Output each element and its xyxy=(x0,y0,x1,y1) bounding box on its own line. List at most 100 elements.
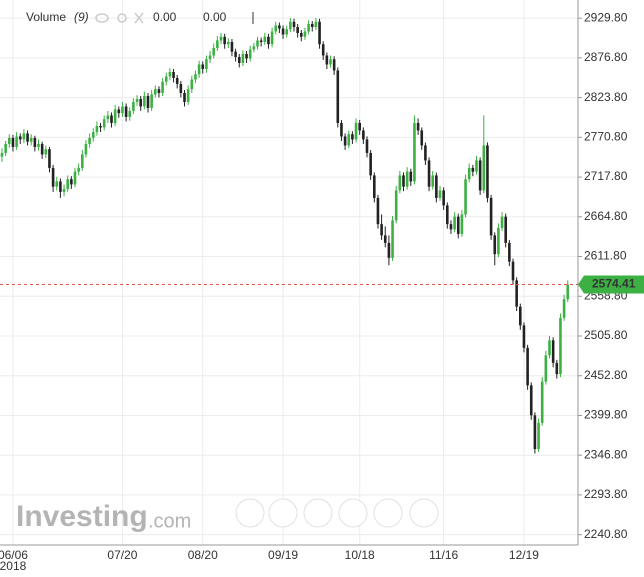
candle-body xyxy=(464,179,467,215)
candle-body xyxy=(387,242,391,258)
candle-body xyxy=(413,122,416,182)
y-tick-label: 2664.80 xyxy=(584,209,628,223)
candle-body xyxy=(508,242,511,262)
candle-body xyxy=(252,46,256,50)
candle-body xyxy=(486,145,489,198)
candle-body xyxy=(205,59,208,69)
legend-icons xyxy=(95,12,144,24)
candle-body xyxy=(230,41,234,52)
candle-body xyxy=(168,71,172,77)
candle-body xyxy=(394,190,398,221)
candle-body xyxy=(51,167,55,187)
candle-body xyxy=(453,216,456,230)
candle-body xyxy=(460,214,464,234)
candle-body xyxy=(493,235,497,255)
legend-value: 0.00 xyxy=(153,10,177,24)
candle-body xyxy=(456,216,460,234)
candle-body xyxy=(77,167,80,172)
x-tick-label: 10/18 xyxy=(345,548,375,562)
candle-body xyxy=(219,36,223,41)
candle-body xyxy=(365,139,369,153)
candle-body xyxy=(526,347,529,386)
candle-body xyxy=(336,70,340,123)
candle-body xyxy=(48,149,51,168)
candle-body xyxy=(95,125,99,132)
candle-body xyxy=(373,175,376,198)
candle-body xyxy=(154,89,157,95)
candle-body xyxy=(376,197,380,225)
year-label: 2018 xyxy=(0,559,27,572)
legend-param: (9) xyxy=(74,10,89,24)
candle-body xyxy=(172,71,175,78)
x-tick-label: 12/19 xyxy=(509,548,539,562)
candle-body xyxy=(22,133,26,140)
candle-body xyxy=(186,89,190,102)
candle-body xyxy=(398,175,402,191)
candle-body xyxy=(143,95,146,107)
candle-body xyxy=(427,160,431,187)
y-tick-label: 2399.80 xyxy=(584,408,628,422)
grid xyxy=(0,0,578,545)
candle-body xyxy=(241,53,245,63)
candle-body xyxy=(555,362,559,375)
candle-body xyxy=(405,171,409,187)
candle-body xyxy=(438,190,442,198)
candle-body xyxy=(380,224,383,236)
candle-body xyxy=(500,216,504,228)
y-tick-label: 2346.80 xyxy=(584,447,628,461)
candles xyxy=(0,17,570,454)
candle-body xyxy=(307,23,310,32)
candle-body xyxy=(66,179,69,189)
candle-body xyxy=(29,137,33,142)
candle-body xyxy=(475,160,478,172)
candle-body xyxy=(44,149,48,155)
candle-body xyxy=(248,49,252,59)
candle-body xyxy=(420,130,424,146)
nav-button[interactable] xyxy=(409,498,439,528)
candle-body xyxy=(99,125,102,128)
candle-body xyxy=(497,227,500,255)
candle-body xyxy=(11,137,15,147)
candle-body xyxy=(281,28,285,35)
candle-body xyxy=(431,175,434,187)
candle-body xyxy=(84,143,88,155)
candle-body xyxy=(208,55,212,60)
nav-button[interactable] xyxy=(303,498,333,528)
x-tick-label: 08/20 xyxy=(188,548,218,562)
candle-body xyxy=(559,317,562,375)
candle-body xyxy=(533,415,537,450)
nav-button[interactable] xyxy=(373,498,403,528)
candle-body xyxy=(263,36,267,42)
candle-body xyxy=(391,220,394,258)
candle-body xyxy=(194,74,197,80)
nav-button[interactable] xyxy=(268,498,298,528)
candle-body xyxy=(175,77,179,84)
candle-body xyxy=(26,133,29,142)
nav-button[interactable] xyxy=(235,498,265,528)
candle-body xyxy=(347,134,351,146)
candle-body xyxy=(37,143,40,147)
candle-body xyxy=(544,355,548,382)
last-price-tag xyxy=(578,275,644,294)
candle-body xyxy=(424,145,427,161)
candle-body xyxy=(296,26,299,33)
candle-body xyxy=(351,134,354,140)
candle-body xyxy=(340,122,343,137)
candle-body xyxy=(511,261,515,281)
y-tick-label: 2823.80 xyxy=(584,90,628,104)
candle-body xyxy=(267,36,270,45)
x-tick-label: 07/20 xyxy=(107,548,137,562)
candle-body xyxy=(146,95,150,108)
candle-body xyxy=(164,76,168,82)
candle-body xyxy=(529,385,533,416)
candle-body xyxy=(369,152,372,176)
candle-body xyxy=(197,64,201,75)
y-tick-label: 2293.80 xyxy=(584,487,628,501)
candle-body xyxy=(515,280,518,307)
candle-body xyxy=(212,47,215,56)
nav-button[interactable] xyxy=(338,498,368,528)
legend-value: 0.00 xyxy=(203,10,227,24)
candle-body xyxy=(270,31,274,45)
candle-body xyxy=(343,136,347,146)
y-tick-label: 2876.80 xyxy=(584,50,628,64)
